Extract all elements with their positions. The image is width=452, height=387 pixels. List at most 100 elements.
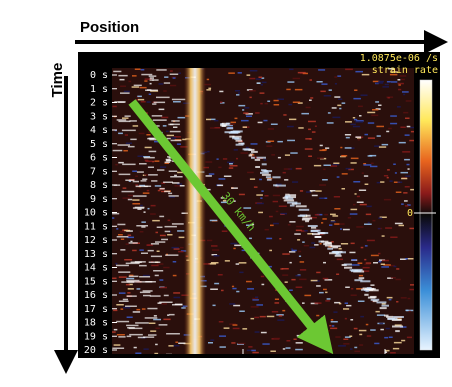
noise <box>208 342 213 344</box>
noise <box>167 314 170 316</box>
noise <box>267 140 275 142</box>
noise <box>172 274 177 277</box>
noise <box>310 279 318 282</box>
noise <box>287 201 298 204</box>
noise <box>208 87 212 90</box>
noise <box>350 147 355 149</box>
noise <box>124 229 131 232</box>
noise <box>325 300 330 302</box>
noise <box>164 225 177 228</box>
noise <box>390 352 396 354</box>
y-tick-label: 18 s <box>84 318 108 329</box>
noise <box>150 255 162 258</box>
noise <box>177 171 185 174</box>
noise <box>404 200 408 202</box>
noise <box>238 262 247 264</box>
noise <box>178 250 184 253</box>
noise <box>340 228 343 230</box>
noise <box>147 207 150 210</box>
noise <box>112 217 115 219</box>
noise <box>132 170 137 172</box>
noise <box>120 308 124 310</box>
noise <box>214 127 221 129</box>
noise <box>170 84 177 87</box>
noise <box>261 190 264 192</box>
noise <box>382 86 389 88</box>
noise <box>168 345 174 347</box>
noise <box>173 292 181 294</box>
noise <box>132 180 139 183</box>
noise <box>217 184 224 187</box>
noise <box>251 156 255 159</box>
noise <box>393 163 396 165</box>
noise <box>220 201 228 204</box>
noise <box>218 321 224 323</box>
noise <box>320 326 324 328</box>
noise <box>147 249 154 252</box>
noise <box>315 190 322 192</box>
noise <box>164 230 171 233</box>
noise <box>292 77 300 80</box>
noise <box>142 192 150 194</box>
noise <box>155 327 160 329</box>
y-tick-label: 6 s <box>90 153 108 164</box>
noise <box>362 266 370 269</box>
velocity-arrow <box>128 99 334 355</box>
noise <box>313 164 322 167</box>
noise <box>402 91 409 93</box>
noise <box>118 271 131 273</box>
noise <box>303 244 309 247</box>
noise <box>247 288 254 290</box>
y-tick-label: 3 s <box>90 111 108 122</box>
noise <box>302 217 313 220</box>
noise <box>322 179 328 181</box>
noise <box>259 92 265 94</box>
noise <box>241 212 244 214</box>
noise <box>291 249 297 252</box>
noise <box>257 121 263 124</box>
noise <box>242 126 247 128</box>
noise <box>364 263 371 266</box>
noise <box>139 86 147 89</box>
noise <box>361 288 366 291</box>
noise <box>371 114 379 117</box>
noise <box>367 137 375 139</box>
noise <box>301 230 306 232</box>
noise <box>284 179 289 181</box>
noise <box>265 176 272 179</box>
noise <box>126 281 141 283</box>
noise <box>246 349 252 352</box>
y-tick-label: 7 s <box>90 166 108 177</box>
noise <box>375 101 379 103</box>
noise <box>172 77 176 79</box>
noise <box>357 262 363 264</box>
noise <box>271 154 275 156</box>
noise <box>282 253 290 255</box>
noise <box>352 117 356 119</box>
noise <box>390 71 398 73</box>
noise <box>135 322 149 324</box>
noise <box>311 194 318 197</box>
noise <box>120 238 125 240</box>
noise <box>132 75 137 77</box>
noise <box>340 243 349 245</box>
noise <box>210 339 215 341</box>
noise <box>140 204 143 207</box>
noise <box>113 309 118 312</box>
noise <box>309 190 316 192</box>
noise <box>264 195 269 197</box>
noise <box>152 79 159 81</box>
noise <box>146 134 151 136</box>
noise <box>158 108 165 111</box>
noise <box>308 128 311 131</box>
noise <box>164 76 169 78</box>
noise <box>379 307 387 310</box>
noise <box>299 190 304 192</box>
y-tick-label: 19 s <box>84 331 108 342</box>
noise <box>362 270 370 272</box>
noise <box>114 101 126 103</box>
noise <box>361 73 370 76</box>
noise <box>370 162 374 165</box>
noise <box>282 196 288 199</box>
